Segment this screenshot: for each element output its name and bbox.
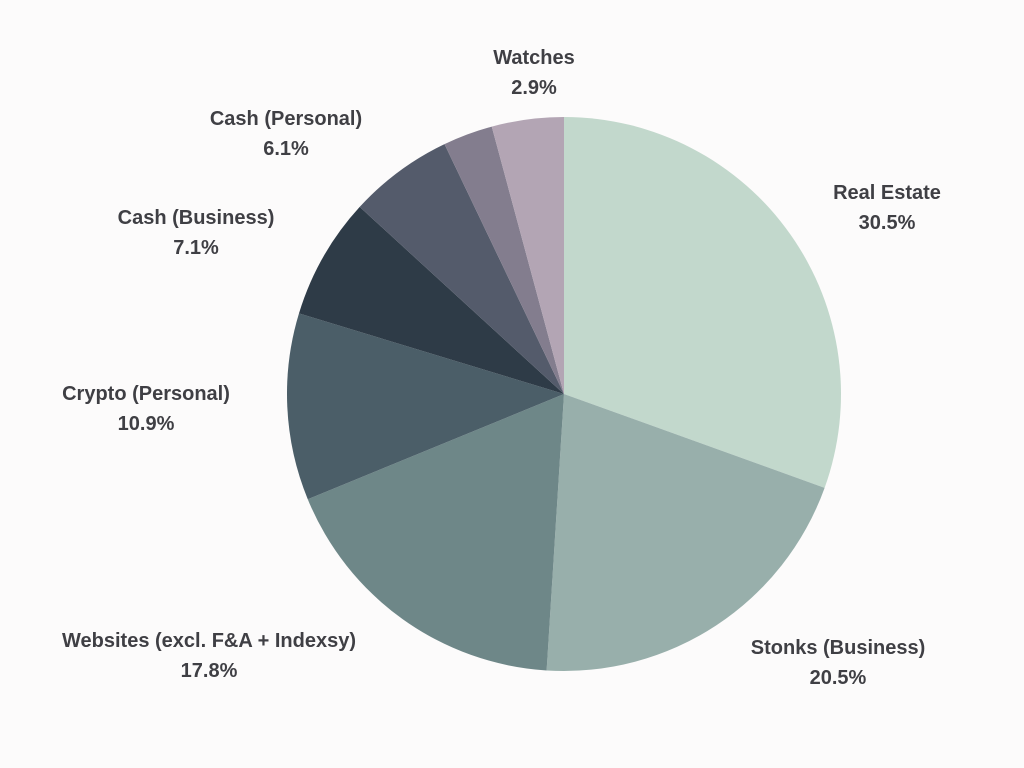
label-value: 6.1% [263,138,309,160]
pie-slice-other [491,117,564,394]
pie-slice-watches [444,126,564,394]
label-websites: Websites (excl. F&A + Indexsy) 17.8% [62,626,356,686]
label-value: 10.9% [117,413,175,435]
label-name: Crypto (Personal) [62,383,230,405]
label-name: Cash (Business) [117,207,275,229]
pie-slices [286,117,841,671]
label-name: Real Estate [833,182,941,204]
label-name: Stonks (Business) [750,637,926,659]
label-name: Cash (Personal) [209,108,363,130]
label-real-estate: Real Estate 30.5% [833,178,941,238]
label-value: 17.8% [180,660,238,682]
pie-slice-cash-personal [359,144,564,394]
label-name: Websites (excl. F&A + Indexsy) [62,630,356,652]
pie-slice-real-estate [564,117,841,488]
label-value: 20.5% [809,667,867,689]
pie-slice-websites-excl-f-a-indexsy [307,394,564,671]
label-cash-business: Cash (Business) 7.1% [118,203,275,263]
label-value: 7.1% [173,237,219,259]
pie-slice-stonks-business [546,394,825,671]
label-stonks-business: Stonks (Business) 20.5% [751,633,925,693]
label-watches: Watches 2.9% [493,43,575,103]
label-value: 30.5% [858,212,916,234]
label-value: 2.9% [511,77,557,99]
label-crypto-personal: Crypto (Personal) 10.9% [62,379,230,439]
label-name: Watches [493,47,575,69]
pie-slice-crypto-personal [286,313,564,500]
pie-slice-cash-business [298,206,564,394]
label-cash-personal: Cash (Personal) 6.1% [210,104,362,164]
